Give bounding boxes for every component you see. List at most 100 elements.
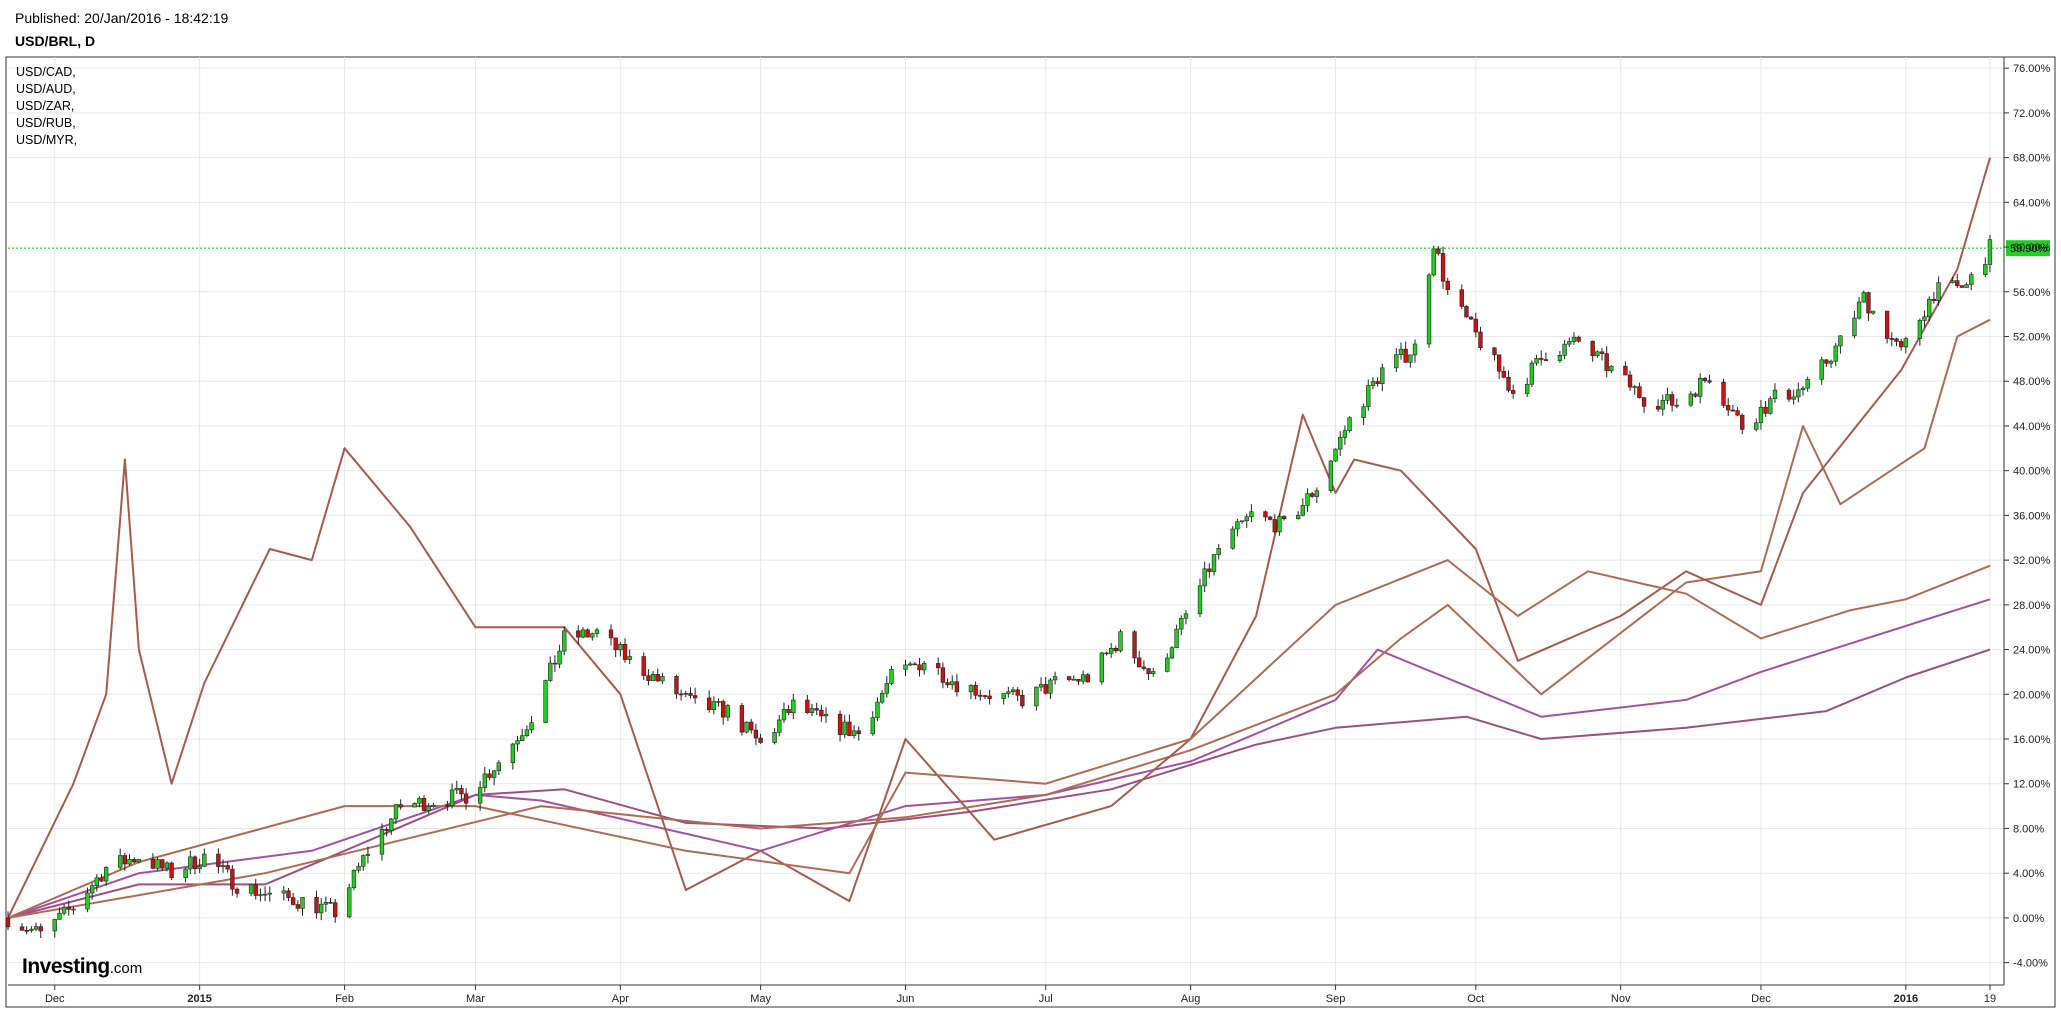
- candle-body: [1983, 264, 1988, 275]
- candle-body: [1403, 348, 1408, 363]
- candle-body: [19, 926, 25, 931]
- candle-body: [1567, 341, 1572, 345]
- candle-body: [1295, 514, 1301, 520]
- x-tick-label: 2015: [187, 993, 211, 1005]
- candle-body: [1796, 389, 1801, 398]
- candle-body: [445, 804, 450, 807]
- legend-item-usd-cad[interactable]: USD/CAD,: [16, 65, 76, 79]
- candle-body: [1338, 437, 1343, 450]
- legend-item-usd-zar[interactable]: USD/ZAR,: [16, 99, 75, 113]
- candle-body: [1590, 340, 1595, 357]
- candle-body: [814, 708, 819, 711]
- candle-body: [716, 701, 721, 703]
- candle-body: [1576, 336, 1581, 342]
- candle-body: [477, 787, 483, 804]
- y-tick-label: 72.00%: [2013, 108, 2051, 120]
- candle-body: [753, 729, 759, 739]
- candle-body: [786, 709, 791, 714]
- candle-body: [646, 675, 651, 681]
- candle-body: [978, 695, 983, 697]
- candle-body: [1436, 248, 1441, 254]
- x-tick-label: 2016: [1894, 993, 1918, 1005]
- candle-body: [1969, 274, 1974, 285]
- y-tick-label: 32.00%: [2013, 555, 2051, 567]
- candle-body: [1361, 406, 1366, 419]
- candle-body: [987, 695, 992, 700]
- candle-body: [1740, 414, 1745, 430]
- candle-body: [1534, 358, 1539, 364]
- x-tick-label: Feb: [335, 993, 354, 1005]
- brand-name: Investing: [22, 955, 110, 978]
- candle-body: [968, 685, 974, 693]
- candle-body: [1066, 676, 1072, 680]
- candle-body: [1772, 389, 1778, 400]
- candle-body: [1922, 316, 1927, 321]
- candle-body: [1917, 320, 1923, 339]
- candle-body: [576, 630, 581, 638]
- candle-body: [1707, 380, 1712, 383]
- candle-body: [655, 674, 660, 682]
- candle-body: [57, 912, 62, 920]
- candle-body: [482, 773, 487, 788]
- candle-body: [585, 629, 590, 638]
- candle-body: [1987, 239, 1993, 265]
- candle-body: [29, 928, 34, 931]
- candle-body: [1263, 511, 1268, 518]
- candle-body: [739, 705, 745, 733]
- candle-body: [384, 828, 389, 831]
- candle-body: [160, 859, 165, 869]
- candle-body: [1010, 689, 1016, 693]
- candle-body: [524, 729, 530, 736]
- y-tick-label: 24.00%: [2013, 645, 2051, 657]
- candle-body: [389, 818, 394, 831]
- candle-body: [562, 630, 567, 652]
- y-tick-label: 56.00%: [2013, 287, 2051, 299]
- y-tick-label: 8.00%: [2013, 823, 2044, 835]
- candle-body: [1394, 354, 1399, 369]
- candle-body: [1146, 668, 1151, 674]
- x-tick-label: Jul: [1039, 993, 1053, 1005]
- investing-logo: Investing.com: [22, 955, 142, 979]
- candle-body: [594, 629, 600, 634]
- candle-body: [1898, 341, 1904, 348]
- candle-body: [38, 926, 43, 932]
- candle-body: [711, 701, 717, 711]
- candle-body: [258, 894, 263, 896]
- candle-body: [627, 656, 632, 660]
- candle-body: [1539, 358, 1544, 360]
- legend-item-usd-aud[interactable]: USD/AUD,: [16, 82, 76, 96]
- chart-frame: [5, 56, 2056, 1008]
- x-tick-label: Jun: [897, 993, 915, 1005]
- candle-body: [1604, 353, 1609, 372]
- candle-body: [1543, 359, 1549, 361]
- candle-body: [1702, 377, 1708, 381]
- series-line-usd-aud: [7, 598, 1991, 919]
- candle-body: [1174, 628, 1179, 649]
- legend-item-usd-rub[interactable]: USD/RUB,: [16, 116, 76, 130]
- chart-symbol-title: USD/BRL, D: [15, 33, 96, 49]
- candle-body: [1627, 374, 1633, 388]
- candle-body: [1038, 684, 1044, 688]
- candle-body: [300, 897, 305, 909]
- series-line-usd-zar: [7, 318, 1991, 919]
- legend-item-usd-myr[interactable]: USD/MYR,: [16, 133, 78, 147]
- candle-body: [819, 709, 824, 717]
- candle-body: [1440, 253, 1446, 282]
- candle-body: [281, 890, 286, 894]
- candle-body: [412, 803, 417, 808]
- candle-body: [1464, 306, 1469, 318]
- candle-body: [85, 892, 90, 910]
- candle-body: [707, 697, 712, 711]
- candle-body: [491, 770, 497, 778]
- candle-body: [749, 721, 754, 731]
- candle-body: [1020, 694, 1025, 707]
- candle-body: [379, 828, 385, 855]
- candle-body: [1034, 686, 1039, 707]
- candle-body: [295, 904, 300, 909]
- candle-body: [1113, 648, 1119, 652]
- candle-body: [1230, 528, 1235, 549]
- candle-body: [103, 867, 109, 882]
- candle-body: [590, 633, 595, 638]
- candle-body: [936, 663, 941, 669]
